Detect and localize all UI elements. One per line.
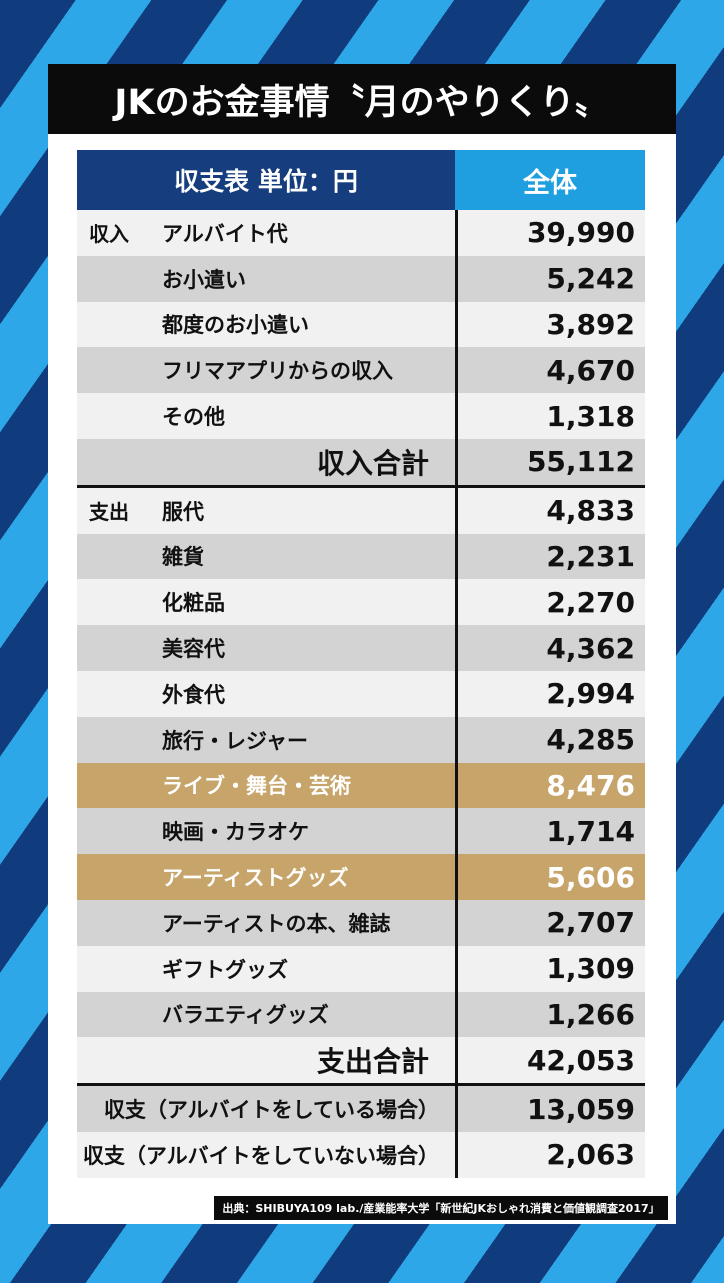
row-label: アーティストの本、雑誌 <box>162 911 391 936</box>
row-value: 2,707 <box>455 899 645 946</box>
expense-total-row: 支出合計 42,053 <box>77 1037 645 1084</box>
row-value: 1,266 <box>455 991 645 1038</box>
table-row-highlighted: ライブ・舞台・芸術 8,476 <box>77 762 645 809</box>
row-value: 4,285 <box>455 716 645 763</box>
row-value: 2,994 <box>455 670 645 717</box>
row-value: 4,833 <box>455 487 645 534</box>
balance-row: 収支（アルバイトをしていない場合） 2,063 <box>77 1131 645 1178</box>
row-label: 服代 <box>162 499 204 524</box>
row-value: 2,270 <box>455 579 645 626</box>
row-value: 4,362 <box>455 625 645 671</box>
row-label: 外食代 <box>162 682 225 707</box>
table-row: その他 1,318 <box>77 393 645 439</box>
row-label: その他 <box>162 405 225 430</box>
category-expense: 支出 <box>89 500 129 525</box>
row-label: 雑貨 <box>162 545 204 570</box>
row-label: 旅行・レジャー <box>162 728 308 753</box>
table-row: ギフトグッズ 1,309 <box>77 945 645 992</box>
row-label: 化粧品 <box>162 591 225 616</box>
table-row: バラエティグッズ 1,266 <box>77 991 645 1038</box>
page-title: JKのお金事情〝月のやりくり〟 <box>48 64 676 134</box>
table-row: 支出 服代 4,833 <box>77 484 645 534</box>
table-row: アーティストの本、雑誌 2,707 <box>77 899 645 946</box>
income-total-value: 55,112 <box>455 438 645 485</box>
row-value: 5,606 <box>455 854 645 900</box>
row-label: アルバイト代 <box>162 221 288 246</box>
balance-label: 収支（アルバイトをしていない場合） <box>82 1143 439 1168</box>
income-total-row: 収入合計 55,112 <box>77 438 645 485</box>
balance-label: 収支（アルバイトをしている場合） <box>103 1098 439 1123</box>
row-label: 映画・カラオケ <box>162 820 309 845</box>
row-value: 3,892 <box>455 301 645 348</box>
row-value: 1,318 <box>455 393 645 439</box>
expense-total-value: 42,053 <box>455 1037 645 1084</box>
row-label: ライブ・舞台・芸術 <box>162 774 351 799</box>
table-row: 旅行・レジャー 4,285 <box>77 716 645 763</box>
row-label: アーティストグッズ <box>162 866 349 891</box>
table-row: フリマアプリからの収入 4,670 <box>77 347 645 394</box>
row-value: 8,476 <box>455 762 645 809</box>
row-label: ギフトグッズ <box>162 957 288 982</box>
header-column-total: 全体 <box>455 150 645 210</box>
table-row: 収入 アルバイト代 39,990 <box>77 210 645 256</box>
table-row: 映画・カラオケ 1,714 <box>77 808 645 855</box>
source-citation: 出典：SHIBUYA109 lab./産業能率大学「新世紀JKおしゃれ消費と価値… <box>214 1196 668 1220</box>
expense-total-label: 支出合計 <box>316 1045 429 1079</box>
row-value: 4,670 <box>455 347 645 394</box>
category-income: 収入 <box>89 222 129 247</box>
row-value: 2,231 <box>455 533 645 580</box>
table-row: お小遣い 5,242 <box>77 255 645 302</box>
header-label: 収支表 単位：円 <box>77 150 455 210</box>
table-row: 化粧品 2,270 <box>77 579 645 626</box>
row-label: 美容代 <box>162 637 225 662</box>
balance-value: 13,059 <box>455 1086 645 1132</box>
table-row: 都度のお小遣い 3,892 <box>77 301 645 348</box>
row-label: フリマアプリからの収入 <box>162 359 393 384</box>
row-value: 5,242 <box>455 255 645 302</box>
row-label: お小遣い <box>162 267 246 292</box>
balance-value: 2,063 <box>455 1131 645 1178</box>
row-label: 都度のお小遣い <box>162 313 309 338</box>
income-total-label: 収入合計 <box>316 446 429 480</box>
row-value: 1,309 <box>455 945 645 992</box>
balance-row: 収支（アルバイトをしている場合） 13,059 <box>77 1083 645 1132</box>
table-row: 外食代 2,994 <box>77 670 645 717</box>
row-label: バラエティグッズ <box>162 1003 329 1028</box>
table-row-highlighted: アーティストグッズ 5,606 <box>77 854 645 900</box>
table-header: 収支表 単位：円 全体 <box>77 150 645 210</box>
table-row: 美容代 4,362 <box>77 625 645 671</box>
row-value: 39,990 <box>455 210 645 256</box>
table-row: 雑貨 2,231 <box>77 533 645 580</box>
row-value: 1,714 <box>455 808 645 855</box>
budget-table: 収支表 単位：円 全体 収入 アルバイト代 39,990 お小遣い 5,242 … <box>77 150 645 1178</box>
